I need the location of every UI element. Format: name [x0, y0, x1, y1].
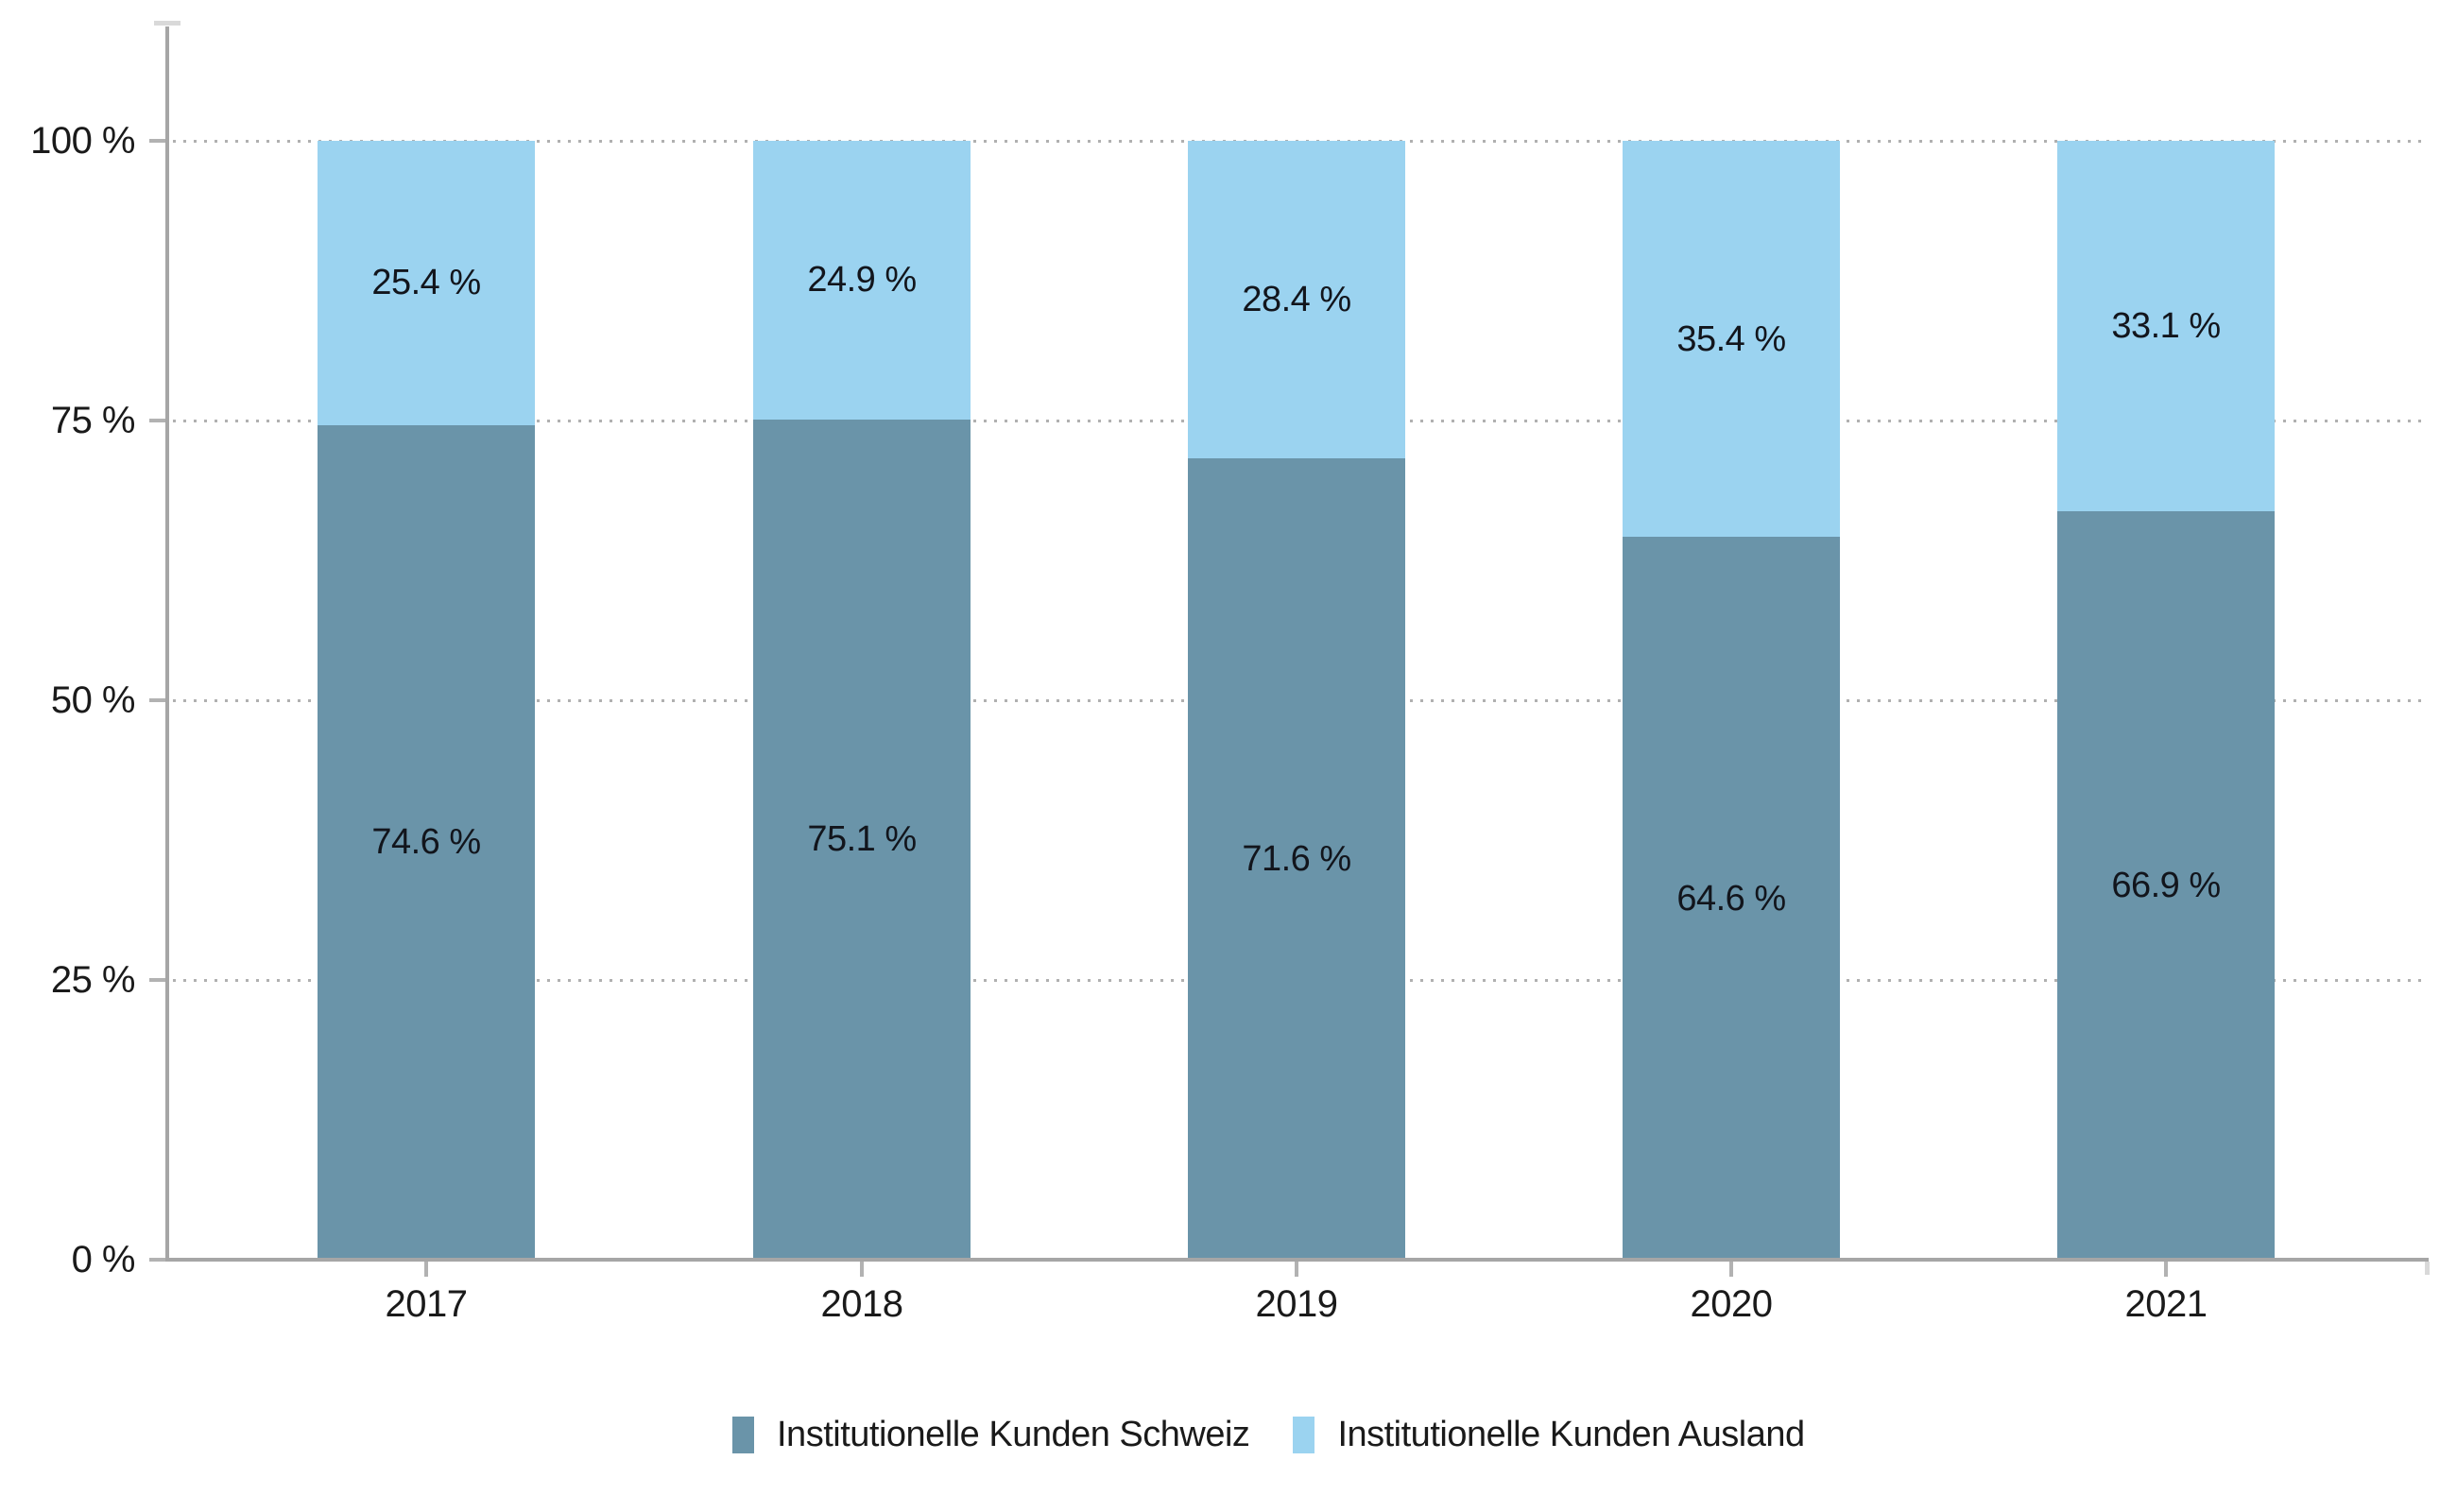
value-label-2018-ausland: 24.9 % [807, 260, 917, 300]
x-axis-label-2020: 2020 [1690, 1283, 1773, 1325]
value-label-2020-schweiz: 64.6 % [1676, 879, 1786, 919]
x-axis-tick-2021 [2164, 1262, 2168, 1277]
x-axis-tick-2020 [1729, 1262, 1733, 1277]
value-label-2017-schweiz: 74.6 % [371, 822, 481, 862]
y-axis-tick-25 [149, 978, 167, 982]
value-label-2017-ausland: 25.4 % [371, 263, 481, 302]
value-label-2021-ausland: 33.1 % [2111, 306, 2221, 346]
value-label-2020-ausland: 35.4 % [1676, 319, 1786, 359]
y-axis-top-cap [154, 21, 180, 26]
x-axis-tick-2019 [1295, 1262, 1298, 1277]
bar-segment-2018-ausland [753, 141, 971, 420]
y-axis-tick-75 [149, 419, 167, 422]
x-axis-line [167, 1258, 2429, 1262]
y-axis-tick-50 [149, 698, 167, 702]
x-axis-right-cap [2425, 1262, 2430, 1275]
legend-label-schweiz: Institutionelle Kunden Schweiz [777, 1415, 1250, 1454]
x-axis-label-2017: 2017 [385, 1283, 468, 1325]
legend-item-ausland: Institutionelle Kunden Ausland [1293, 1412, 1805, 1457]
bar-segment-2020-ausland [1623, 141, 1840, 538]
value-label-2019-ausland: 28.4 % [1242, 280, 1351, 319]
y-axis-tick-0 [149, 1258, 167, 1262]
value-label-2018-schweiz: 75.1 % [807, 819, 917, 859]
bar-segment-2020-schweiz [1623, 537, 1840, 1260]
legend-label-ausland: Institutionelle Kunden Ausland [1337, 1415, 1805, 1454]
bar-segment-2021-schweiz [2057, 510, 2275, 1260]
y-axis-label-0: 0 % [71, 1239, 136, 1280]
y-axis-label-25: 25 % [50, 959, 136, 1001]
bar-segment-2021-ausland [2057, 141, 2275, 511]
legend-swatch-ausland [1293, 1416, 1315, 1453]
bar-segment-2019-schweiz [1188, 458, 1405, 1260]
x-axis-tick-2017 [424, 1262, 428, 1277]
y-axis-line [165, 26, 169, 1262]
x-axis-label-2019: 2019 [1255, 1283, 1338, 1325]
y-axis-label-50: 50 % [50, 679, 136, 721]
legend-item-schweiz: Institutionelle Kunden Schweiz [732, 1412, 1250, 1457]
y-axis-tick-100 [149, 139, 167, 143]
x-axis-tick-2018 [860, 1262, 864, 1277]
x-axis-label-2018: 2018 [820, 1283, 903, 1325]
y-axis-label-75: 75 % [50, 400, 136, 441]
bar-segment-2018-schweiz [753, 419, 971, 1260]
legend: Institutionelle Kunden Schweiz Institutio… [732, 1412, 1805, 1457]
bar-segment-2019-ausland [1188, 141, 1405, 459]
legend-swatch-schweiz [732, 1416, 754, 1453]
bar-segment-2017-schweiz [318, 424, 535, 1260]
x-axis-label-2021: 2021 [2124, 1283, 2208, 1325]
bar-segment-2017-ausland [318, 141, 535, 425]
value-label-2021-schweiz: 66.9 % [2111, 866, 2221, 905]
y-axis-label-100: 100 % [30, 120, 135, 162]
value-label-2019-schweiz: 71.6 % [1242, 839, 1351, 879]
